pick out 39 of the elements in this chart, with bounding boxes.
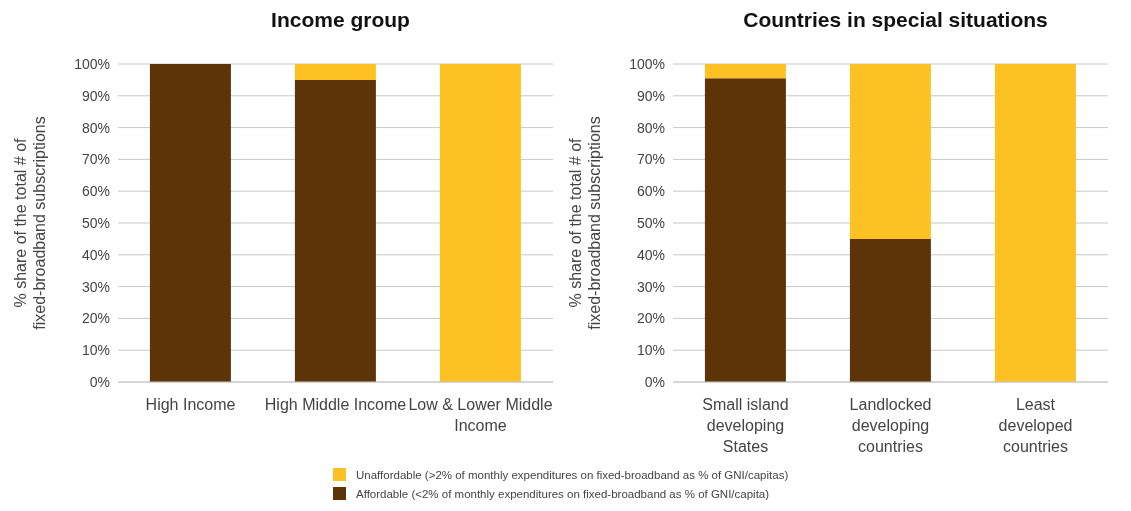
y-tick-label: 60% (81, 183, 110, 200)
x-tick-label: Small island developing States (702, 396, 789, 455)
y-axis-title: % share of the total # of fixed-broadband subscriptions (12, 116, 48, 330)
y-tick-label: 80% (636, 119, 665, 136)
x-tick-label: High Income (145, 396, 236, 413)
legend-label: Affordable (<2% of monthly expenditures on fixed-broadband as % of GNI/capita) (356, 487, 770, 500)
chart-title: Income group (270, 8, 411, 33)
y-tick-label: 100% (629, 55, 665, 72)
bar (849, 64, 931, 239)
bar (849, 238, 931, 382)
bar (704, 78, 786, 382)
y-tick-label: 80% (81, 119, 110, 136)
y-tick-label: 70% (81, 151, 110, 168)
y-tick-label: 40% (81, 246, 110, 263)
bar (994, 64, 1076, 382)
y-tick-label: 60% (636, 183, 665, 200)
y-tick-label: 30% (636, 278, 665, 295)
y-tick-label: 50% (81, 214, 110, 231)
y-tick-label: 90% (636, 87, 665, 104)
legend-label: Unaffordable (>2% of monthly expenditures on fixed-broadband as % of GNI/capitas) (356, 468, 789, 481)
x-tick-label: Low & Lower Middle Income (408, 396, 553, 434)
x-tick-label: Least developed countries (998, 396, 1073, 455)
y-axis-title: % share of the total # of fixed-broadband subscriptions (567, 116, 603, 330)
bar (704, 64, 786, 79)
x-tick-label: High Middle Income (264, 396, 407, 413)
y-tick-label: 0% (89, 373, 110, 390)
y-tick-label: 70% (636, 151, 665, 168)
y-tick-label: 50% (636, 214, 665, 231)
y-tick-label: 100% (74, 55, 110, 72)
y-tick-label: 10% (81, 342, 110, 359)
x-tick-label: Landlocked developing countries (849, 396, 932, 455)
y-tick-label: 90% (81, 87, 110, 104)
chart-title: Countries in special situations (742, 8, 1049, 33)
y-tick-label: 10% (636, 342, 665, 359)
y-tick-label: 20% (81, 310, 110, 327)
y-tick-label: 40% (636, 246, 665, 263)
y-tick-label: 30% (81, 278, 110, 295)
y-tick-label: 20% (636, 310, 665, 327)
y-tick-label: 0% (644, 373, 665, 390)
